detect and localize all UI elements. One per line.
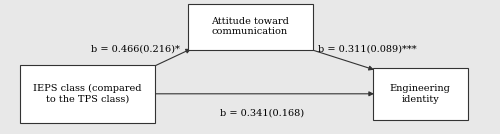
Text: b = 0.466(0.216)*: b = 0.466(0.216)* xyxy=(90,44,180,53)
Text: Attitude toward
communication: Attitude toward communication xyxy=(211,17,289,36)
Text: Engineering
identity: Engineering identity xyxy=(390,84,450,103)
FancyBboxPatch shape xyxy=(372,68,468,120)
FancyBboxPatch shape xyxy=(20,65,155,123)
FancyBboxPatch shape xyxy=(188,4,312,50)
Text: IEPS class (compared
to the TPS class): IEPS class (compared to the TPS class) xyxy=(33,84,142,104)
Text: b = 0.341(0.168): b = 0.341(0.168) xyxy=(220,109,304,118)
Text: b = 0.311(0.089)***: b = 0.311(0.089)*** xyxy=(318,44,417,53)
